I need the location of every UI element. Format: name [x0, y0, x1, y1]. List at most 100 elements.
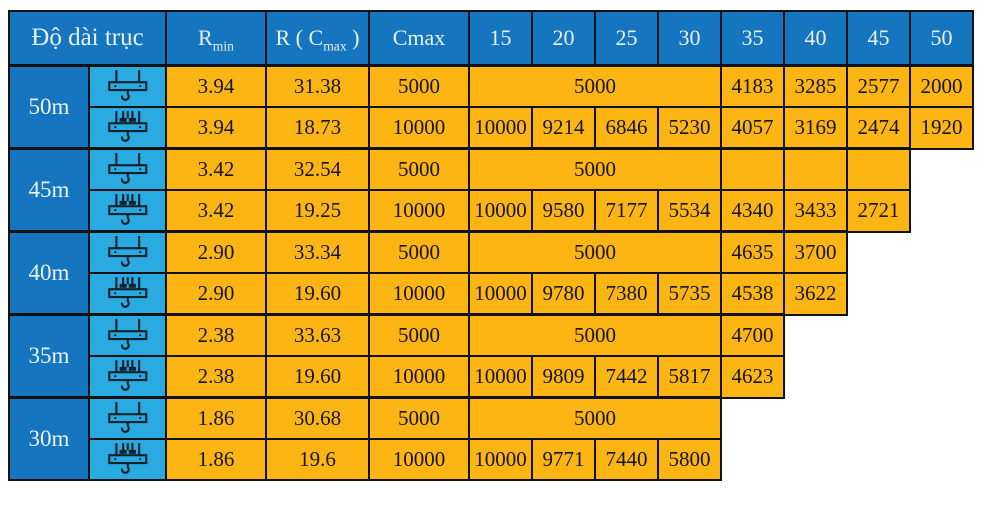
single-line-hook-icon: [107, 401, 148, 433]
capacity-cell: 3433: [783, 189, 848, 233]
header-radius-45: 45: [846, 10, 911, 67]
capacity-cell: 4183: [720, 64, 785, 108]
cmax-value: 5000: [368, 230, 470, 274]
cmax-value: 5000: [368, 147, 470, 191]
rcmax-pre: R ( C: [275, 25, 324, 50]
rcmax-value: 19.60: [265, 355, 370, 399]
cmax-value: 10000: [368, 106, 470, 150]
capacity-cell: 3622: [783, 272, 848, 316]
cmax-value: 5000: [368, 64, 470, 108]
single-line-hook-cell: [88, 396, 167, 440]
header-cmax: Cmax: [368, 10, 470, 67]
capacity-cell: 7380: [594, 272, 659, 316]
single-line-hook-icon: [107, 318, 148, 350]
capacity-cell: 10000: [468, 438, 533, 481]
capacity-cell: 2474: [846, 106, 911, 150]
capacity-cell: 5800: [657, 438, 722, 481]
multi-line-hook-icon: [107, 442, 148, 474]
header-radius-25: 25: [594, 10, 659, 67]
rcmax-value: 32.54: [265, 147, 370, 191]
rmin-value: 3.42: [165, 189, 267, 233]
merged-capacity-cell: 5000: [468, 313, 722, 357]
capacity-cell: 6846: [594, 106, 659, 150]
rmin-value: 3.42: [165, 147, 267, 191]
single-line-hook-icon: [107, 69, 148, 101]
rmin-value: 1.86: [165, 396, 267, 440]
multi-line-hook-cell: [88, 106, 167, 150]
merged-capacity-cell: 5000: [468, 147, 722, 191]
header-radius-15: 15: [468, 10, 533, 67]
capacity-cell: 7442: [594, 355, 659, 399]
rmin-value: 1.86: [165, 438, 267, 481]
table-row: 50m 3.94 31.38 5000 5000 4183 3285 2577 …: [8, 64, 974, 150]
capacity-cell: 7440: [594, 438, 659, 481]
rcmax-subscript: max: [323, 38, 347, 54]
capacity-cell: 9580: [531, 189, 596, 233]
capacity-cell: 10000: [468, 355, 533, 399]
rmin-value: 2.90: [165, 272, 267, 316]
rmin-value: 3.94: [165, 106, 267, 150]
rmin-subscript: min: [212, 38, 234, 54]
capacity-cell: 9780: [531, 272, 596, 316]
group-length-label: 40m: [8, 230, 90, 316]
table-row: 2.38 19.60 10000 10000 9809 7442 5817 46…: [9, 355, 973, 399]
multi-line-hook-icon: [107, 110, 148, 142]
group-length-label: 30m: [8, 396, 90, 481]
rcmax-value: 18.73: [265, 106, 370, 150]
header-r-cmax: R ( Cmax ): [265, 10, 370, 67]
multi-line-hook-cell: [88, 189, 167, 233]
single-line-hook-cell: [88, 64, 167, 108]
cmax-value: 10000: [368, 355, 470, 399]
header-radius-35: 35: [720, 10, 785, 67]
single-line-hook-cell: [88, 147, 167, 191]
capacity-cell: [720, 147, 785, 191]
multi-line-hook-icon: [107, 193, 148, 225]
capacity-cell: 9771: [531, 438, 596, 481]
multi-line-hook-icon: [107, 276, 148, 308]
header-radius-40: 40: [783, 10, 848, 67]
rcmax-value: 33.34: [265, 230, 370, 274]
cmax-value: 10000: [368, 438, 470, 481]
multi-line-hook-cell: [88, 438, 167, 481]
merged-capacity-cell: 5000: [468, 64, 722, 108]
capacity-cell: [783, 147, 848, 191]
table-row: 2.90 19.60 10000 10000 9780 7380 5735 45…: [9, 272, 973, 316]
capacity-cell: 10000: [468, 189, 533, 233]
rmin-value: 3.94: [165, 64, 267, 108]
cmax-value: 10000: [368, 189, 470, 233]
cmax-value: 5000: [368, 396, 470, 440]
capacity-cell: 4635: [720, 230, 785, 274]
rcmax-value: 19.60: [265, 272, 370, 316]
rcmax-value: 19.25: [265, 189, 370, 233]
cmax-value: 5000: [368, 313, 470, 357]
capacity-cell: 5817: [657, 355, 722, 399]
single-line-hook-cell: [88, 313, 167, 357]
cmax-value: 10000: [368, 272, 470, 316]
capacity-cell: 10000: [468, 106, 533, 150]
rmin-value: 2.38: [165, 313, 267, 357]
multi-line-hook-icon: [107, 359, 148, 391]
table-row: 3.42 19.25 10000 10000 9580 7177 5534 43…: [9, 189, 973, 233]
capacity-cell: 3700: [783, 230, 848, 274]
capacity-cell: 4623: [720, 355, 785, 399]
capacity-cell: 4538: [720, 272, 785, 316]
header-radius-20: 20: [531, 10, 596, 67]
header-axle-length: Độ dài trục: [8, 10, 167, 67]
capacity-cell: 5735: [657, 272, 722, 316]
table-row: 35m 2.38 33.63 5000 5000 4700: [8, 313, 973, 399]
rcmax-value: 19.6: [265, 438, 370, 481]
capacity-cell: 3169: [783, 106, 848, 150]
rcmax-value: 31.38: [265, 64, 370, 108]
header-rmin: Rmin: [165, 10, 267, 67]
capacity-cell: 1920: [909, 106, 974, 150]
header-radius-50: 50: [909, 10, 974, 67]
header-radius-30: 30: [657, 10, 722, 67]
table-row: 40m 2.90 33.34 5000 5000 4635 3700: [8, 230, 973, 316]
rcmax-value: 33.63: [265, 313, 370, 357]
group-length-label: 35m: [8, 313, 90, 399]
single-line-hook-cell: [88, 230, 167, 274]
table-row: 30m 1.86 30.68 5000 5000: [8, 396, 973, 481]
capacity-cell: [846, 147, 911, 191]
capacity-cell: 9214: [531, 106, 596, 150]
capacity-cell: 2000: [909, 64, 974, 108]
